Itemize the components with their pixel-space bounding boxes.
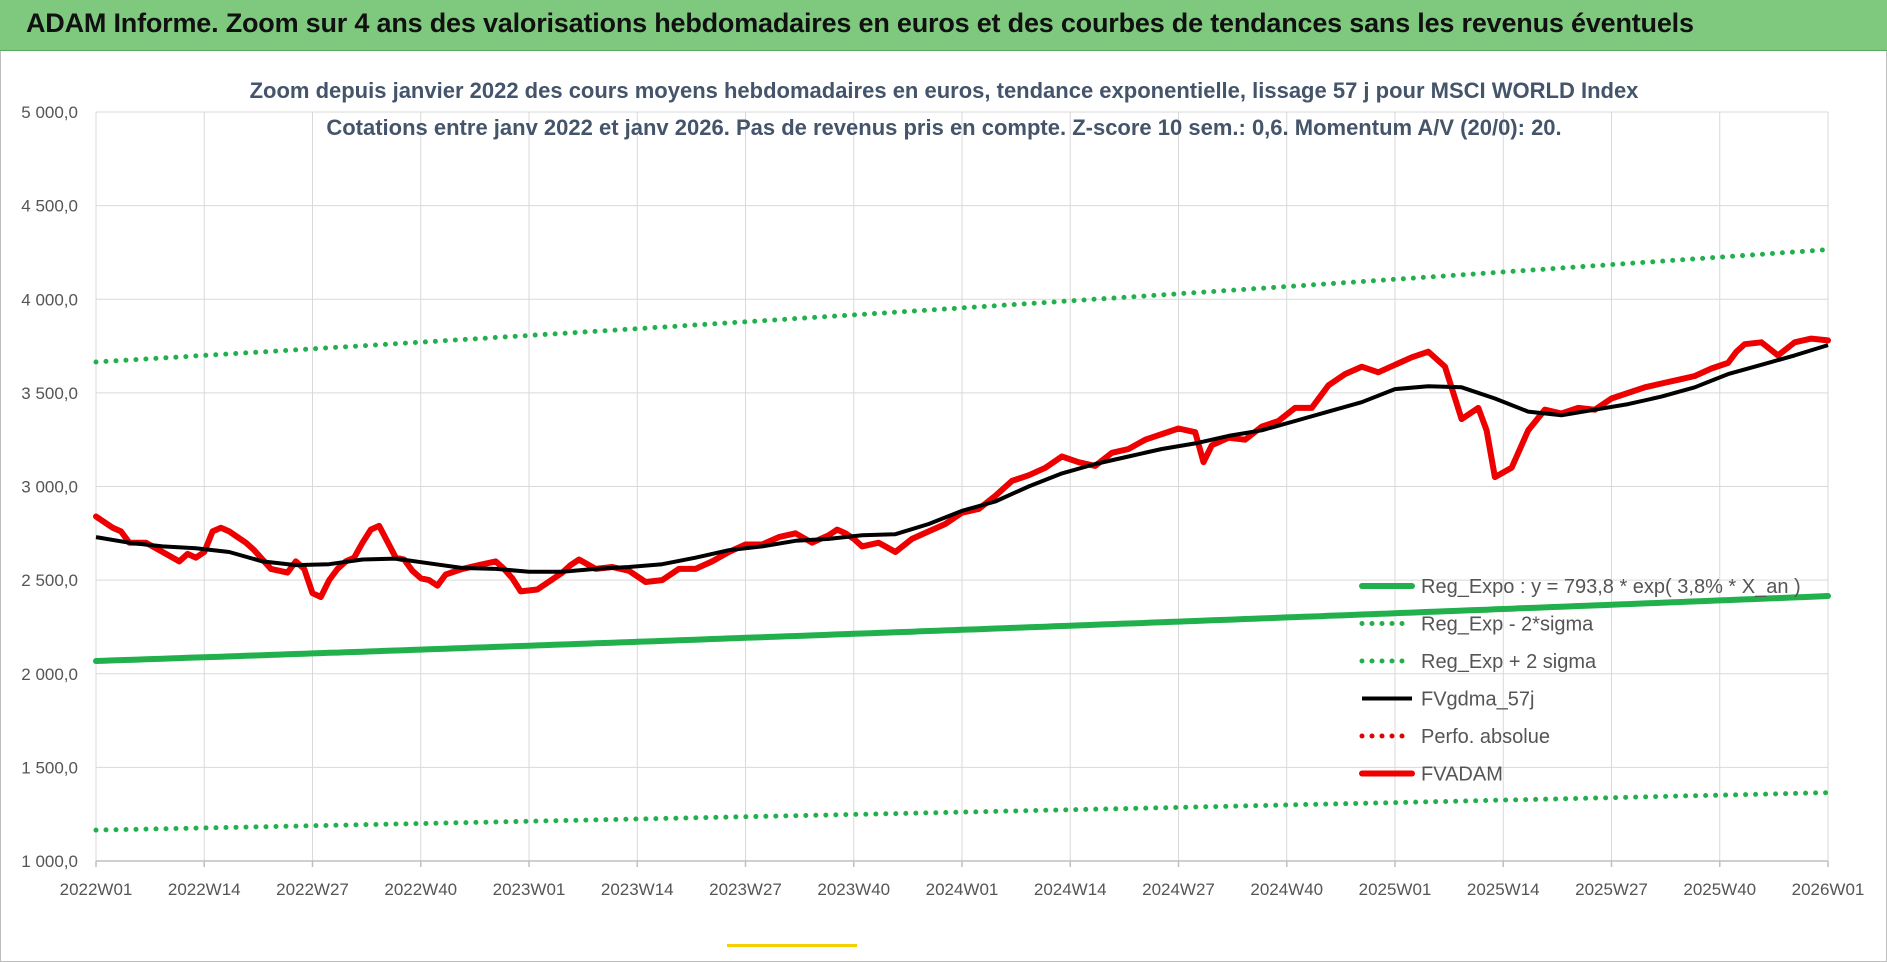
legend-perfo-absolue-label: Perfo. absolue [1421, 726, 1550, 748]
chart-title: Zoom depuis janvier 2022 des cours moyen… [250, 78, 1640, 103]
x-tick-label: 2025W40 [1683, 880, 1756, 899]
legend-fvgdma-label: FVgdma_57j [1421, 689, 1534, 711]
x-tick-label: 2023W27 [709, 880, 782, 899]
legend-fvadam-label: FVADAM [1421, 764, 1503, 786]
x-tick-label: 2022W27 [276, 880, 349, 899]
y-tick-label: 2 000,0 [21, 665, 78, 684]
y-tick-label: 2 500,0 [21, 571, 78, 590]
fvadam-line [93, 335, 1831, 600]
x-tick-label: 2023W40 [817, 880, 890, 899]
x-tick-label: 2024W27 [1142, 880, 1215, 899]
reg-minus-2sigma-line [93, 790, 1831, 833]
y-tick-label: 1 500,0 [21, 758, 78, 777]
x-tick-label: 2024W01 [926, 880, 999, 899]
reg-expo-line [93, 593, 1831, 664]
reg-plus-2sigma-line [93, 247, 1831, 365]
x-tick-label: 2025W14 [1467, 880, 1540, 899]
report-banner-title: ADAM Informe. Zoom sur 4 ans des valoris… [26, 8, 1694, 38]
x-axis-ticks: 2022W01 2022W14 2022W27 2022W40 2023W01 2023W… [60, 861, 1865, 899]
chart-grid [95, 111, 1829, 862]
bottom-accent-bar [727, 944, 857, 947]
y-tick-label: 3 500,0 [21, 384, 78, 403]
legend-reg-expo-label: Reg_Expo : y = 793,8 * exp( 3,8% * X_an … [1421, 576, 1801, 598]
chart-legend: Reg_Expo : y = 793,8 * exp( 3,8% * X_an … [1359, 576, 1801, 786]
x-tick-label: 2022W40 [384, 880, 457, 899]
y-tick-label: 4 500,0 [21, 197, 78, 216]
legend-reg-minus-2sigma-label: Reg_Exp - 2*sigma [1421, 614, 1594, 636]
x-tick-label: 2026W01 [1792, 880, 1865, 899]
fvgdma-57j-line [95, 343, 1829, 574]
y-tick-label: 4 000,0 [21, 290, 78, 309]
y-tick-label: 5 000,0 [21, 103, 78, 122]
y-tick-label: 3 000,0 [21, 478, 78, 497]
y-tick-label: 1 000,0 [21, 852, 78, 871]
x-tick-label: 2024W40 [1250, 880, 1323, 899]
legend-reg-plus-2sigma-label: Reg_Exp + 2 sigma [1421, 651, 1597, 673]
report-banner: ADAM Informe. Zoom sur 4 ans des valoris… [0, 0, 1887, 51]
x-tick-label: 2023W01 [493, 880, 566, 899]
x-tick-label: 2025W27 [1575, 880, 1648, 899]
chart-subtitle: Cotations entre janv 2022 et janv 2026. … [326, 115, 1561, 140]
x-tick-label: 2022W01 [60, 880, 133, 899]
x-tick-label: 2023W14 [601, 880, 674, 899]
y-axis-ticks: 1 000,0 1 500,0 2 000,0 2 500,0 3 000,0 3 500… [21, 103, 78, 871]
x-tick-label: 2024W14 [1034, 880, 1107, 899]
x-tick-label: 2025W01 [1359, 880, 1432, 899]
x-tick-label: 2022W14 [168, 880, 241, 899]
chart-series [93, 247, 1831, 833]
chart: 1 000,0 1 500,0 2 000,0 2 500,0 3 000,0 3 500… [21, 78, 1865, 899]
